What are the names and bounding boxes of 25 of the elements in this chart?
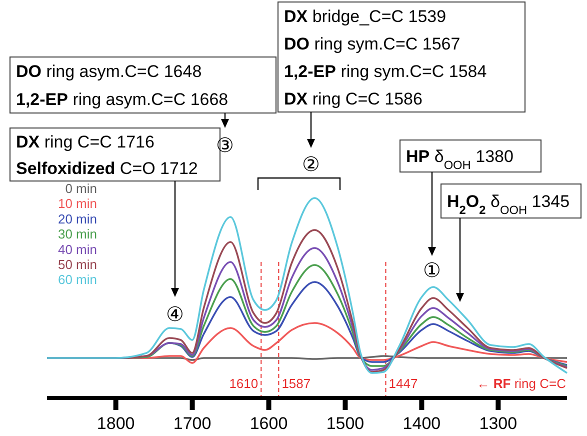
text: DX bridge_C=C 1539 DO ring sym.C=C 1567 1,2-EP ring sym.C=C 1584 DX ring C=C 1586 [284, 6, 487, 108]
text: 60 min [58, 272, 97, 288]
x-tick-label: 1600 [250, 414, 288, 433]
text: 10 min [58, 196, 97, 212]
x-tick-label: 1500 [326, 414, 364, 433]
annotation: H$_{2}$O$_{2}$ δ$_{OOH}$ 1345 [447, 192, 570, 217]
text: ② [302, 152, 320, 176]
text: DX ring C=C 1716 Selfoxidized C=O 1712 [16, 132, 198, 178]
text: 20 min [58, 211, 97, 226]
text: DO ring asym.C=C 1648 1,2-EP ring asym.C=C 1668 [16, 62, 228, 109]
ref-line-label: 1447 [388, 376, 418, 391]
text: 40 min [58, 242, 97, 257]
annotation: ① [423, 258, 441, 282]
text: 50 min [58, 257, 97, 272]
x-tick-label: 1400 [402, 414, 441, 433]
x-tick-label: 1800 [96, 414, 135, 433]
annotation: ④ [166, 302, 184, 326]
text: 0 min [65, 181, 97, 196]
x-tick-label: 1700 [173, 414, 212, 433]
ref-line-label: 1587 [282, 376, 311, 391]
ref-line-label: 1610 [229, 376, 258, 391]
x-tick-label: 1300 [479, 414, 518, 433]
text: 30 min [58, 226, 97, 242]
text: HP δ$_{OOH}$ 1380 [406, 147, 514, 172]
annotation: ← RF ring C=C [476, 376, 566, 391]
